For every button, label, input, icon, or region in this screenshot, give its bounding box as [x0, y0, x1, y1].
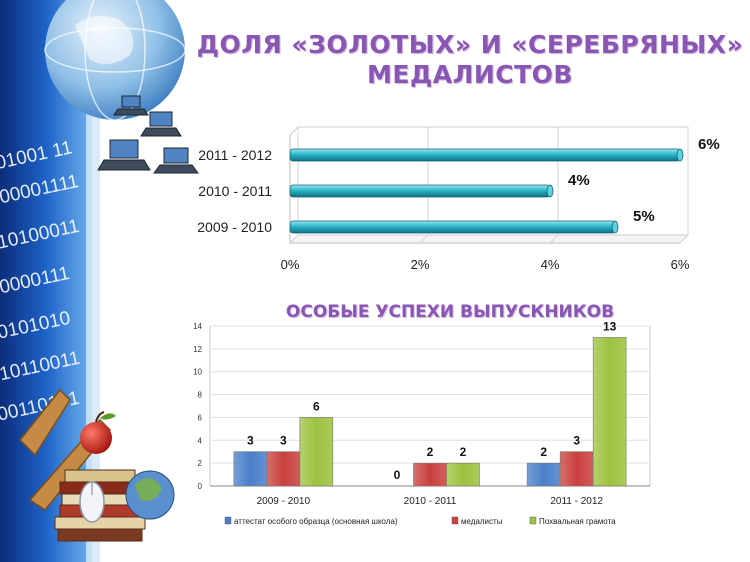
x-tick-label: 0%: [281, 257, 300, 272]
bar-value-label: 13: [603, 319, 617, 333]
bar-value-label: 3: [573, 434, 580, 448]
bar-value-label: 2: [460, 445, 467, 459]
x-tick-label: 2%: [411, 257, 430, 272]
slide-title-line1: ДОЛЯ «ЗОЛОТЫХ» И «СЕРЕБРЯНЫХ»: [196, 30, 744, 59]
slide-title-line2: МЕДАЛИСТОВ: [367, 60, 573, 89]
y-tick-label: 14: [193, 322, 202, 331]
y-tick-label: 0: [198, 482, 203, 491]
bar-value-label: 4%: [568, 172, 590, 189]
x-tick-label: 4%: [541, 257, 560, 272]
bar: [446, 462, 480, 487]
bar: [233, 451, 268, 487]
bar: [413, 462, 447, 487]
bar-cap: [611, 220, 619, 234]
mouse-icon: [79, 481, 105, 523]
legend-swatch: [224, 516, 232, 525]
bar: [266, 451, 301, 487]
bar-value-label: 0: [394, 468, 401, 482]
apple-icon: [80, 411, 116, 454]
legend-label: медалисты: [461, 517, 503, 526]
bar-value-label: 3: [280, 434, 287, 448]
laptop-icon: [97, 95, 199, 174]
category-label: 2009 - 2010: [257, 496, 311, 507]
category-label: 2009 - 2010: [197, 219, 272, 235]
legend-swatch: [451, 516, 459, 525]
y-tick-label: 4: [198, 436, 203, 445]
bar: [289, 148, 681, 162]
plot-floor: [288, 234, 690, 244]
medalists-bar-chart: 0% 2% 4% 6% 2011 - 2012 6% 2010 - 2011 4% 2009 -…: [197, 126, 720, 272]
small-globe-icon: [125, 470, 175, 520]
category-label: 2010 - 2011: [198, 183, 272, 199]
graduates-bar-chart: 0 2 4 6 8 10 12 14 3 3 6 2009 - 2010 0 2 2 2010 - 2011 2…: [193, 319, 651, 526]
bar: [289, 184, 551, 198]
bar-cap: [546, 184, 554, 198]
y-tick-label: 10: [193, 368, 202, 377]
y-tick-label: 12: [193, 345, 202, 354]
category-label: 2011 - 2012: [550, 496, 603, 507]
bar: [526, 462, 561, 487]
decorative-illustration: 01001 11 00001111 10100011 0000111 01010…: [0, 0, 199, 562]
bar-value-label: 5%: [633, 208, 655, 225]
y-tick-label: 8: [198, 391, 203, 400]
bar-value-label: 6: [313, 399, 320, 413]
graduates-chart-title: ОСОБЫЕ УСПЕХИ ВЫПУСКНИКОВ: [285, 302, 615, 322]
gridline-x-floor: [549, 234, 559, 244]
gridline-x-floor: [679, 234, 689, 244]
bar-cap: [676, 148, 684, 162]
bar-value-label: 2: [540, 445, 547, 459]
x-tick-label: 6%: [671, 257, 690, 272]
y-tick-label: 6: [198, 413, 203, 422]
slide-title: ДОЛЯ «ЗОЛОТЫХ» И «СЕРЕБРЯНЫХ» МЕДАЛИСТОВ: [190, 30, 750, 90]
legend-label: аттестат особого образца (основная школа…: [234, 517, 398, 526]
bar-value-label: 6%: [698, 136, 720, 153]
legend-swatch: [529, 516, 537, 525]
bar-value-label: 2: [427, 445, 434, 459]
globe-icon: [44, 0, 186, 121]
gridline-x-floor: [419, 234, 429, 244]
bar: [592, 337, 627, 487]
bar: [299, 417, 334, 487]
bar: [559, 451, 594, 487]
category-label: 2010 - 2011: [404, 496, 457, 507]
bar-value-label: 3: [247, 434, 254, 448]
y-tick-label: 2: [198, 459, 203, 468]
category-label: 2011 - 2012: [198, 147, 272, 163]
gridline-x-floor: [289, 234, 299, 244]
legend-label: Похвальная грамота: [539, 517, 616, 526]
bar: [289, 220, 616, 234]
